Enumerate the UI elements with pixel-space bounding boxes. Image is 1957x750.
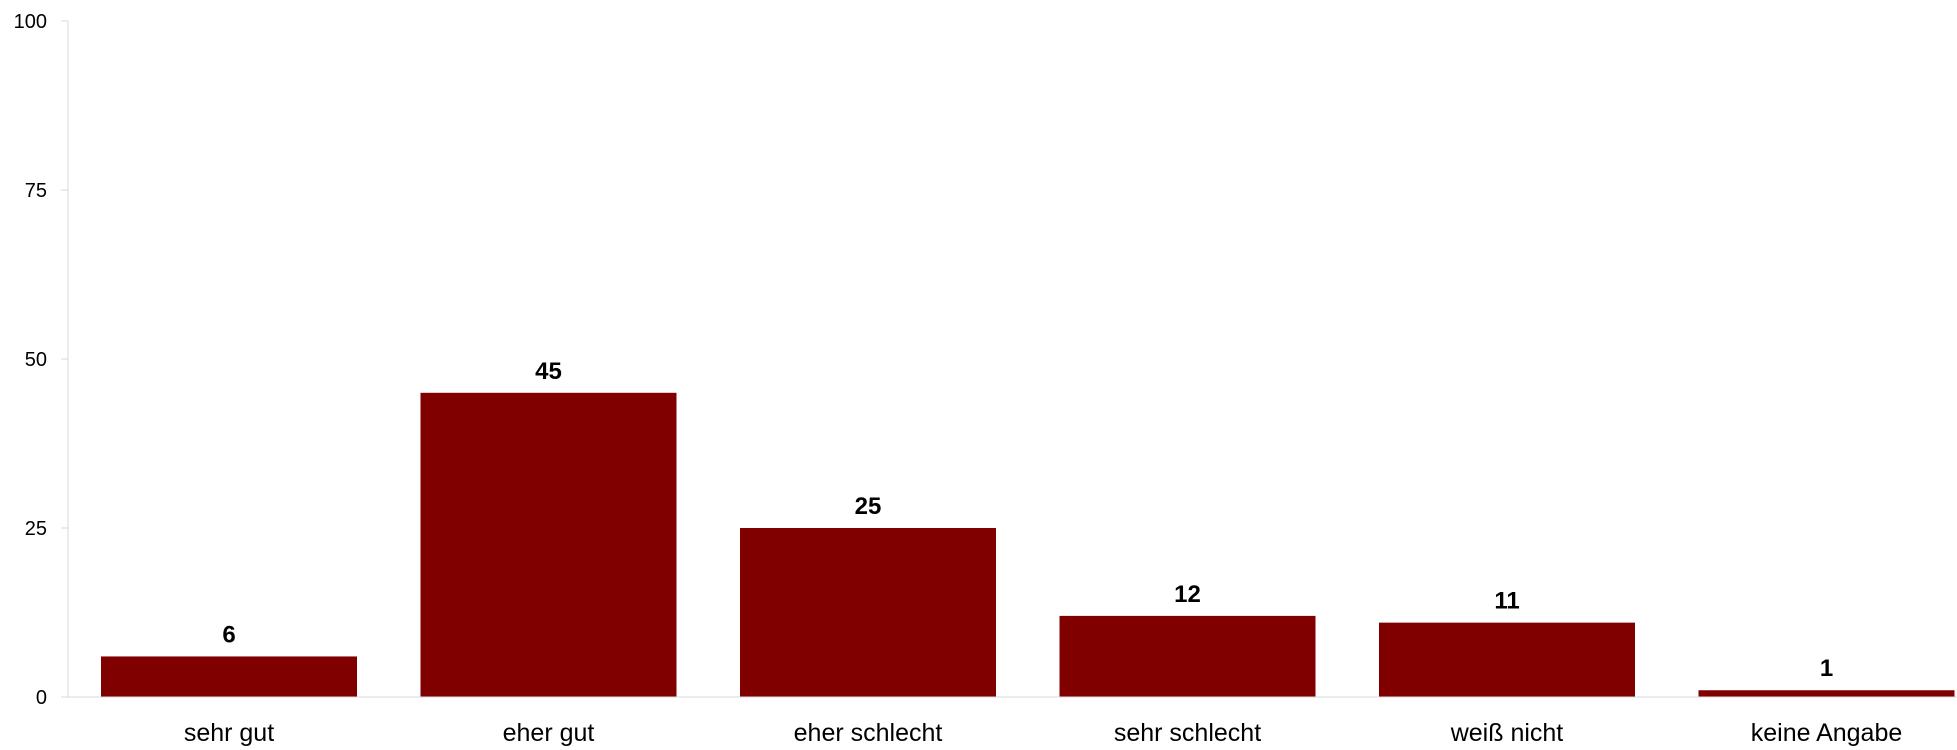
y-tick-label: 100 [14,11,47,33]
bar [740,528,996,697]
y-tick-label: 50 [25,349,47,371]
x-category-label: sehr gut [184,719,274,747]
bar [420,392,677,697]
x-category-label: weiß nicht [1450,719,1564,747]
bar-value-label: 45 [535,358,562,385]
y-tick-label: 0 [36,687,47,709]
bar [1059,615,1316,697]
bar [101,656,357,697]
y-tick-label: 75 [25,180,47,202]
x-category-label: eher schlecht [794,719,943,747]
bar-value-label: 11 [1494,588,1519,615]
x-category-label: eher gut [503,719,595,747]
bar-value-label: 6 [222,621,235,648]
bar [1698,690,1955,697]
x-category-label: sehr schlecht [1114,719,1261,747]
y-axis: 0 25 50 75 100 [14,11,69,709]
bar [1379,622,1635,697]
bar-value-label: 25 [855,493,882,520]
bar-value-label: 12 [1174,581,1201,608]
x-category-label: keine Angabe [1751,719,1903,747]
y-tick-label: 25 [25,518,47,540]
bar-value-label: 1 [1820,655,1833,682]
bars [101,392,1955,697]
x-axis: sehr gut eher gut eher schlecht sehr schlec… [68,696,1957,747]
